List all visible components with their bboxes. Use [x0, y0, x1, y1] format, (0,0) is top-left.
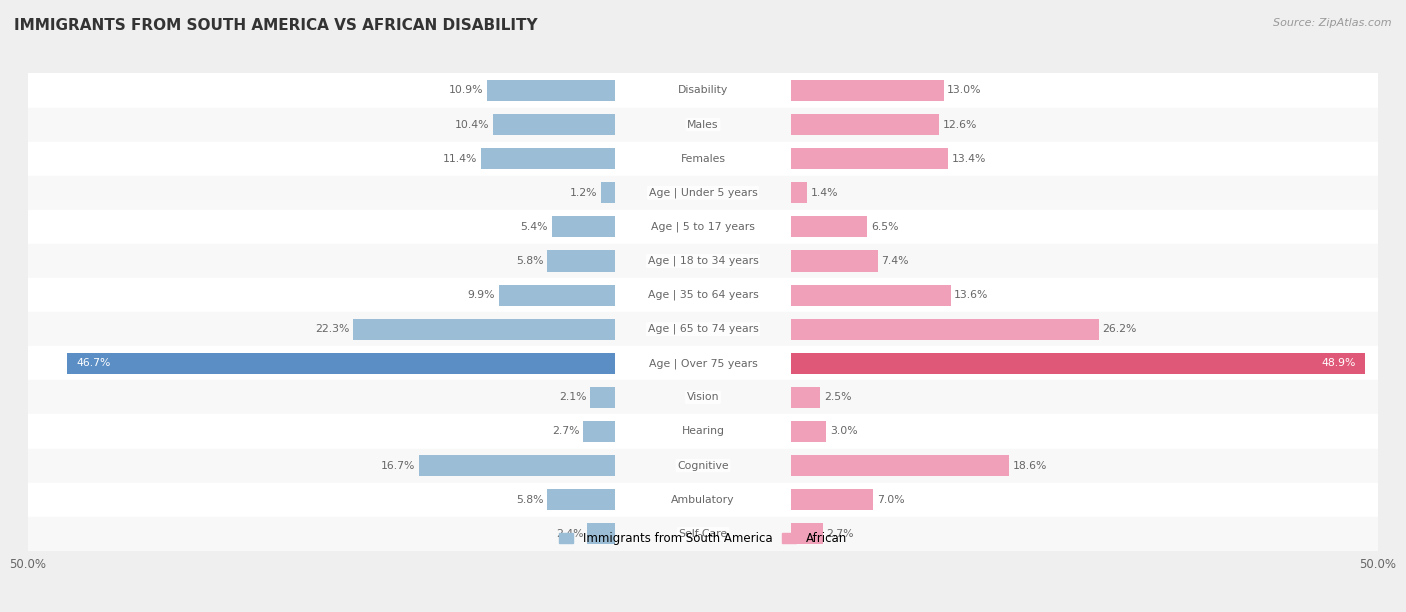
- Text: 5.4%: 5.4%: [520, 222, 548, 232]
- Text: Ambulatory: Ambulatory: [671, 494, 735, 505]
- Text: 18.6%: 18.6%: [1012, 461, 1047, 471]
- Bar: [792, 489, 873, 510]
- Bar: [499, 285, 614, 305]
- Bar: [792, 216, 868, 237]
- Bar: [792, 80, 943, 101]
- Text: 5.8%: 5.8%: [516, 494, 543, 505]
- Text: Hearing: Hearing: [682, 427, 724, 436]
- Text: 9.9%: 9.9%: [468, 290, 495, 300]
- Text: 10.4%: 10.4%: [456, 119, 489, 130]
- Text: Age | 5 to 17 years: Age | 5 to 17 years: [651, 222, 755, 232]
- Bar: [67, 353, 614, 374]
- Bar: [586, 523, 614, 544]
- Text: IMMIGRANTS FROM SOUTH AMERICA VS AFRICAN DISABILITY: IMMIGRANTS FROM SOUTH AMERICA VS AFRICAN…: [14, 18, 537, 34]
- Text: 11.4%: 11.4%: [443, 154, 478, 163]
- Text: Vision: Vision: [686, 392, 720, 402]
- Text: Age | 18 to 34 years: Age | 18 to 34 years: [648, 256, 758, 266]
- Text: 7.0%: 7.0%: [877, 494, 904, 505]
- Text: 2.7%: 2.7%: [553, 427, 579, 436]
- Text: Females: Females: [681, 154, 725, 163]
- Bar: [792, 250, 877, 272]
- Bar: [792, 285, 950, 305]
- Bar: [481, 148, 614, 170]
- Text: Age | 35 to 64 years: Age | 35 to 64 years: [648, 290, 758, 300]
- Text: 13.4%: 13.4%: [952, 154, 986, 163]
- Text: Age | Over 75 years: Age | Over 75 years: [648, 358, 758, 368]
- Bar: [551, 216, 614, 237]
- Text: Cognitive: Cognitive: [678, 461, 728, 471]
- Bar: [28, 414, 1378, 449]
- Text: 6.5%: 6.5%: [870, 222, 898, 232]
- Text: 22.3%: 22.3%: [315, 324, 350, 334]
- Bar: [28, 517, 1378, 551]
- Text: 2.1%: 2.1%: [560, 392, 586, 402]
- Text: 1.4%: 1.4%: [811, 188, 838, 198]
- Bar: [583, 421, 614, 442]
- Text: Age | 65 to 74 years: Age | 65 to 74 years: [648, 324, 758, 334]
- Bar: [28, 210, 1378, 244]
- Text: Age | Under 5 years: Age | Under 5 years: [648, 187, 758, 198]
- Text: 48.9%: 48.9%: [1322, 358, 1355, 368]
- Bar: [28, 73, 1378, 108]
- Text: 7.4%: 7.4%: [882, 256, 908, 266]
- Text: 2.4%: 2.4%: [555, 529, 583, 539]
- Text: 26.2%: 26.2%: [1102, 324, 1136, 334]
- Legend: Immigrants from South America, African: Immigrants from South America, African: [554, 527, 852, 550]
- Bar: [28, 278, 1378, 312]
- Bar: [792, 114, 939, 135]
- Bar: [419, 455, 614, 476]
- Bar: [28, 108, 1378, 141]
- Text: 10.9%: 10.9%: [449, 86, 484, 95]
- Bar: [591, 387, 614, 408]
- Text: 16.7%: 16.7%: [381, 461, 415, 471]
- Text: Self-Care: Self-Care: [679, 529, 727, 539]
- Bar: [792, 387, 820, 408]
- Bar: [792, 523, 823, 544]
- Text: 46.7%: 46.7%: [76, 358, 111, 368]
- Text: Source: ZipAtlas.com: Source: ZipAtlas.com: [1274, 18, 1392, 28]
- Text: 2.7%: 2.7%: [827, 529, 853, 539]
- Bar: [792, 353, 1365, 374]
- Text: 13.0%: 13.0%: [948, 86, 981, 95]
- Bar: [28, 483, 1378, 517]
- Bar: [494, 114, 614, 135]
- Bar: [28, 312, 1378, 346]
- Bar: [792, 455, 1010, 476]
- Bar: [486, 80, 614, 101]
- Bar: [28, 380, 1378, 414]
- Bar: [28, 244, 1378, 278]
- Bar: [792, 182, 807, 203]
- Bar: [28, 176, 1378, 210]
- Bar: [547, 250, 614, 272]
- Bar: [547, 489, 614, 510]
- Bar: [28, 346, 1378, 380]
- Text: 5.8%: 5.8%: [516, 256, 543, 266]
- Bar: [28, 141, 1378, 176]
- Bar: [353, 319, 614, 340]
- Bar: [792, 319, 1098, 340]
- Bar: [792, 421, 827, 442]
- Bar: [792, 148, 948, 170]
- Text: 1.2%: 1.2%: [569, 188, 598, 198]
- Text: Disability: Disability: [678, 86, 728, 95]
- Bar: [28, 449, 1378, 483]
- Text: Males: Males: [688, 119, 718, 130]
- Text: 12.6%: 12.6%: [942, 119, 977, 130]
- Bar: [600, 182, 614, 203]
- Text: 13.6%: 13.6%: [955, 290, 988, 300]
- Text: 3.0%: 3.0%: [830, 427, 858, 436]
- Text: 2.5%: 2.5%: [824, 392, 852, 402]
